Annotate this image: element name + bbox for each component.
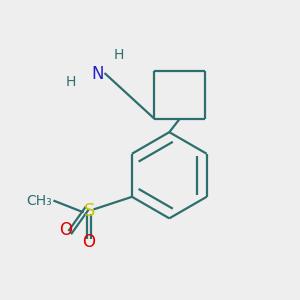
Text: N: N: [92, 65, 104, 83]
Text: H: H: [66, 75, 76, 88]
Text: CH₃: CH₃: [26, 194, 52, 208]
Text: S: S: [83, 202, 95, 220]
Text: H: H: [114, 48, 124, 62]
Text: O: O: [59, 221, 72, 239]
Text: O: O: [82, 233, 96, 251]
